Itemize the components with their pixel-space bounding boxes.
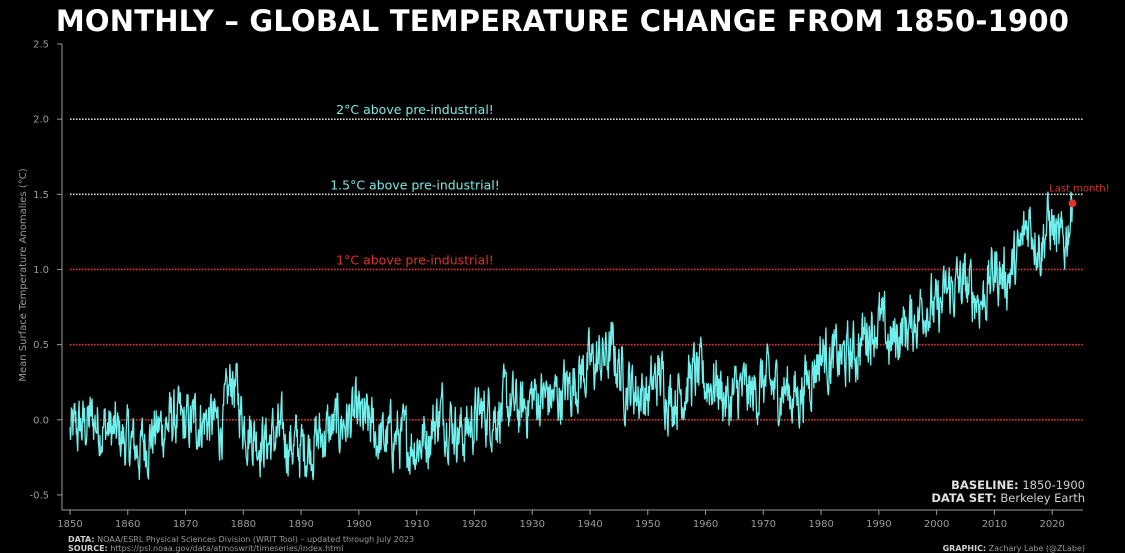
x-tick-label: 1950	[635, 519, 660, 530]
x-tick-label: 1930	[519, 519, 544, 530]
y-axis-label: Mean Surface Temperature Anomalies (°C)	[18, 168, 29, 381]
x-tick-label: 1940	[577, 519, 602, 530]
source-note-value: https://psl.noaa.gov/data/atmoswrit/time…	[110, 544, 344, 553]
graphic-credit-value: Zachary Labe (@ZLabe)	[988, 544, 1085, 553]
x-tick-label: 1900	[346, 519, 371, 530]
dataset-label: DATA SET:	[931, 491, 997, 505]
y-tick-label: 2.0	[33, 115, 49, 126]
last-month-point	[1068, 199, 1077, 208]
data-note-label: DATA:	[68, 535, 95, 544]
graphic-credit-label: GRAPHIC:	[942, 544, 987, 553]
x-tick-label: 1920	[462, 519, 487, 530]
x-tick-label: 1890	[288, 519, 313, 530]
baseline-label: BASELINE:	[951, 478, 1019, 492]
x-tick-label: 1970	[751, 519, 776, 530]
x-tick-label: 2010	[982, 519, 1007, 530]
x-tick-label: 1990	[866, 519, 891, 530]
axes	[61, 44, 1083, 511]
reference-line-label: 1°C above pre-industrial!	[336, 252, 494, 267]
data-note-value: NOAA/ESRL Physical Sciences Division (WR…	[97, 535, 415, 544]
chart-title: MONTHLY – GLOBAL TEMPERATURE CHANGE FROM…	[55, 4, 1070, 38]
x-tick-label: 1880	[231, 519, 256, 530]
y-tick-label: 1.5	[33, 190, 49, 201]
graphic-credit: GRAPHIC: Zachary Labe (@ZLabe)	[943, 544, 1085, 553]
reference-lines: 2°C above pre-industrial! 1.5°C above pre…	[70, 102, 1083, 421]
y-tick-label: 0.5	[33, 340, 49, 351]
x-tick-label: 2020	[1039, 519, 1064, 530]
x-ticks: 1850 1860 1870 1880 1890 1900 1910 1920 1930 1940…	[57, 510, 1065, 530]
x-tick-label: 1850	[57, 519, 82, 530]
source-note: SOURCE: https://psl.noaa.gov/data/atmosw…	[68, 544, 343, 553]
reference-line-label: 2°C above pre-industrial!	[336, 102, 494, 117]
last-month-label: Last month!	[1049, 183, 1109, 194]
y-tick-label: -0.5	[29, 490, 49, 501]
x-tick-label: 1980	[808, 519, 833, 530]
y-tick-label: 0.0	[33, 415, 49, 426]
y-tick-label: 2.5	[33, 40, 49, 51]
series-layer	[69, 191, 1074, 481]
reference-line-label: 1.5°C above pre-industrial!	[330, 177, 500, 192]
source-note-label: SOURCE:	[68, 544, 108, 553]
x-tick-label: 2000	[924, 519, 949, 530]
series-line	[69, 191, 1074, 481]
y-tick-label: 1.0	[33, 265, 49, 276]
x-tick-label: 1960	[693, 519, 718, 530]
x-tick-label: 1870	[173, 519, 198, 530]
dataset-value: Berkeley Earth	[1000, 491, 1085, 505]
y-ticks: -0.5 0.0 0.5 1.0 1.5 2.0 2.5	[29, 40, 62, 501]
baseline-block: BASELINE: 1850-1900 DATA SET: Berkeley E…	[931, 479, 1085, 505]
baseline-value: 1850-1900	[1022, 478, 1085, 492]
data-note: DATA: NOAA/ESRL Physical Sciences Divisi…	[68, 535, 414, 544]
last-month-annotation: Last month!	[1049, 183, 1110, 208]
x-tick-label: 1910	[404, 519, 429, 530]
x-tick-label: 1860	[115, 519, 140, 530]
